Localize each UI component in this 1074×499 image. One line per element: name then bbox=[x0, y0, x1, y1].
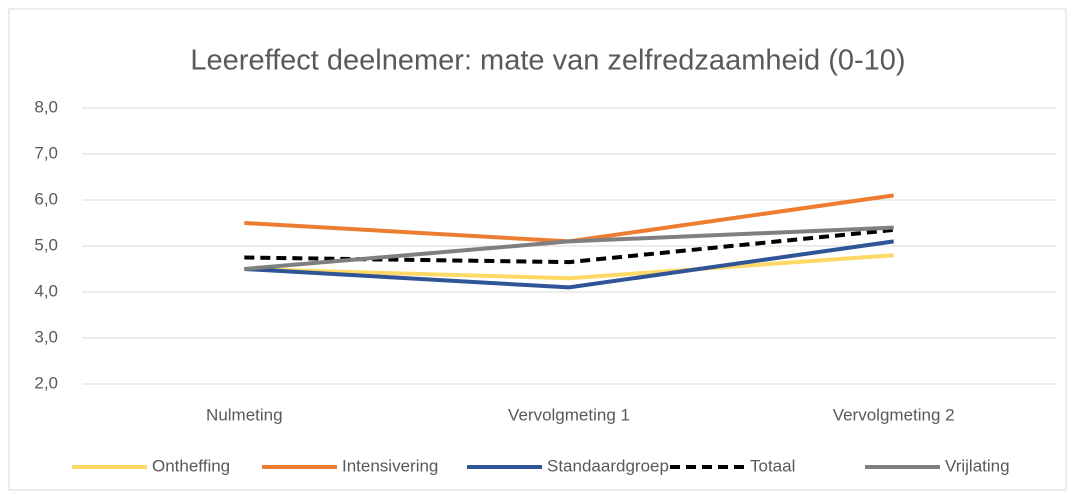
chart-border bbox=[8, 8, 1067, 491]
y-tick-label: 3,0 bbox=[34, 327, 58, 346]
y-tick-label: 7,0 bbox=[34, 143, 58, 162]
x-tick-label: Nulmeting bbox=[206, 405, 283, 424]
legend-label: Intensivering bbox=[342, 456, 438, 475]
x-tick-label: Vervolgmeting 1 bbox=[508, 405, 630, 424]
series-line bbox=[244, 239, 894, 290]
series-line bbox=[244, 253, 894, 281]
y-tick-label: 6,0 bbox=[34, 189, 58, 208]
series-line bbox=[244, 225, 894, 271]
y-tick-label: 4,0 bbox=[34, 281, 58, 300]
y-tick-label: 8,0 bbox=[34, 97, 58, 116]
legend-label: Vrijlating bbox=[945, 456, 1010, 475]
series-line bbox=[244, 227, 894, 265]
chart-title: Leereffect deelnemer: mate van zelfredza… bbox=[190, 45, 905, 77]
legend-label: Standaardgroep bbox=[547, 456, 669, 475]
y-tick-label: 2,0 bbox=[34, 373, 58, 392]
y-tick-label: 5,0 bbox=[34, 235, 58, 254]
legend-label: Totaal bbox=[750, 456, 795, 475]
legend-label: Ontheffing bbox=[152, 456, 230, 475]
x-tick-label: Vervolgmeting 2 bbox=[833, 405, 955, 424]
